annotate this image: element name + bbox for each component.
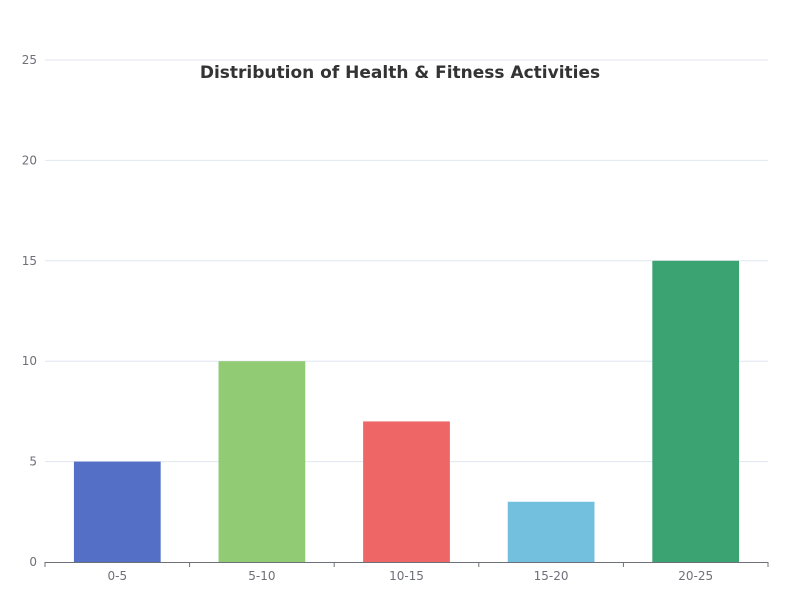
bar-5-10[interactable] bbox=[218, 361, 306, 562]
x-tick-label: 15-20 bbox=[534, 569, 569, 583]
x-tick-label: 10-15 bbox=[389, 569, 424, 583]
y-tick-label: 5 bbox=[29, 455, 37, 469]
bar-0-5[interactable] bbox=[73, 461, 161, 562]
bar-15-20[interactable] bbox=[507, 501, 595, 562]
tick-labels: 0 5 10 15 20 25 0-5 5-10 10-15 15-20 20-25 bbox=[22, 53, 713, 583]
y-tick-label: 25 bbox=[22, 53, 37, 67]
y-tick-label: 20 bbox=[22, 153, 37, 167]
y-tick-label: 0 bbox=[29, 555, 37, 569]
x-tick-label: 0-5 bbox=[107, 569, 127, 583]
x-tick-label: 20-25 bbox=[678, 569, 713, 583]
bar-20-25[interactable] bbox=[652, 260, 740, 562]
y-tick-label: 15 bbox=[22, 254, 37, 268]
grid-lines bbox=[45, 59, 768, 463]
axes bbox=[44, 562, 769, 567]
y-tick-label: 10 bbox=[22, 354, 37, 368]
bars bbox=[73, 260, 740, 562]
chart-title: Distribution of Health & Fitness Activit… bbox=[200, 63, 600, 83]
x-tick-label: 5-10 bbox=[248, 569, 275, 583]
bar-10-15[interactable] bbox=[363, 421, 450, 562]
